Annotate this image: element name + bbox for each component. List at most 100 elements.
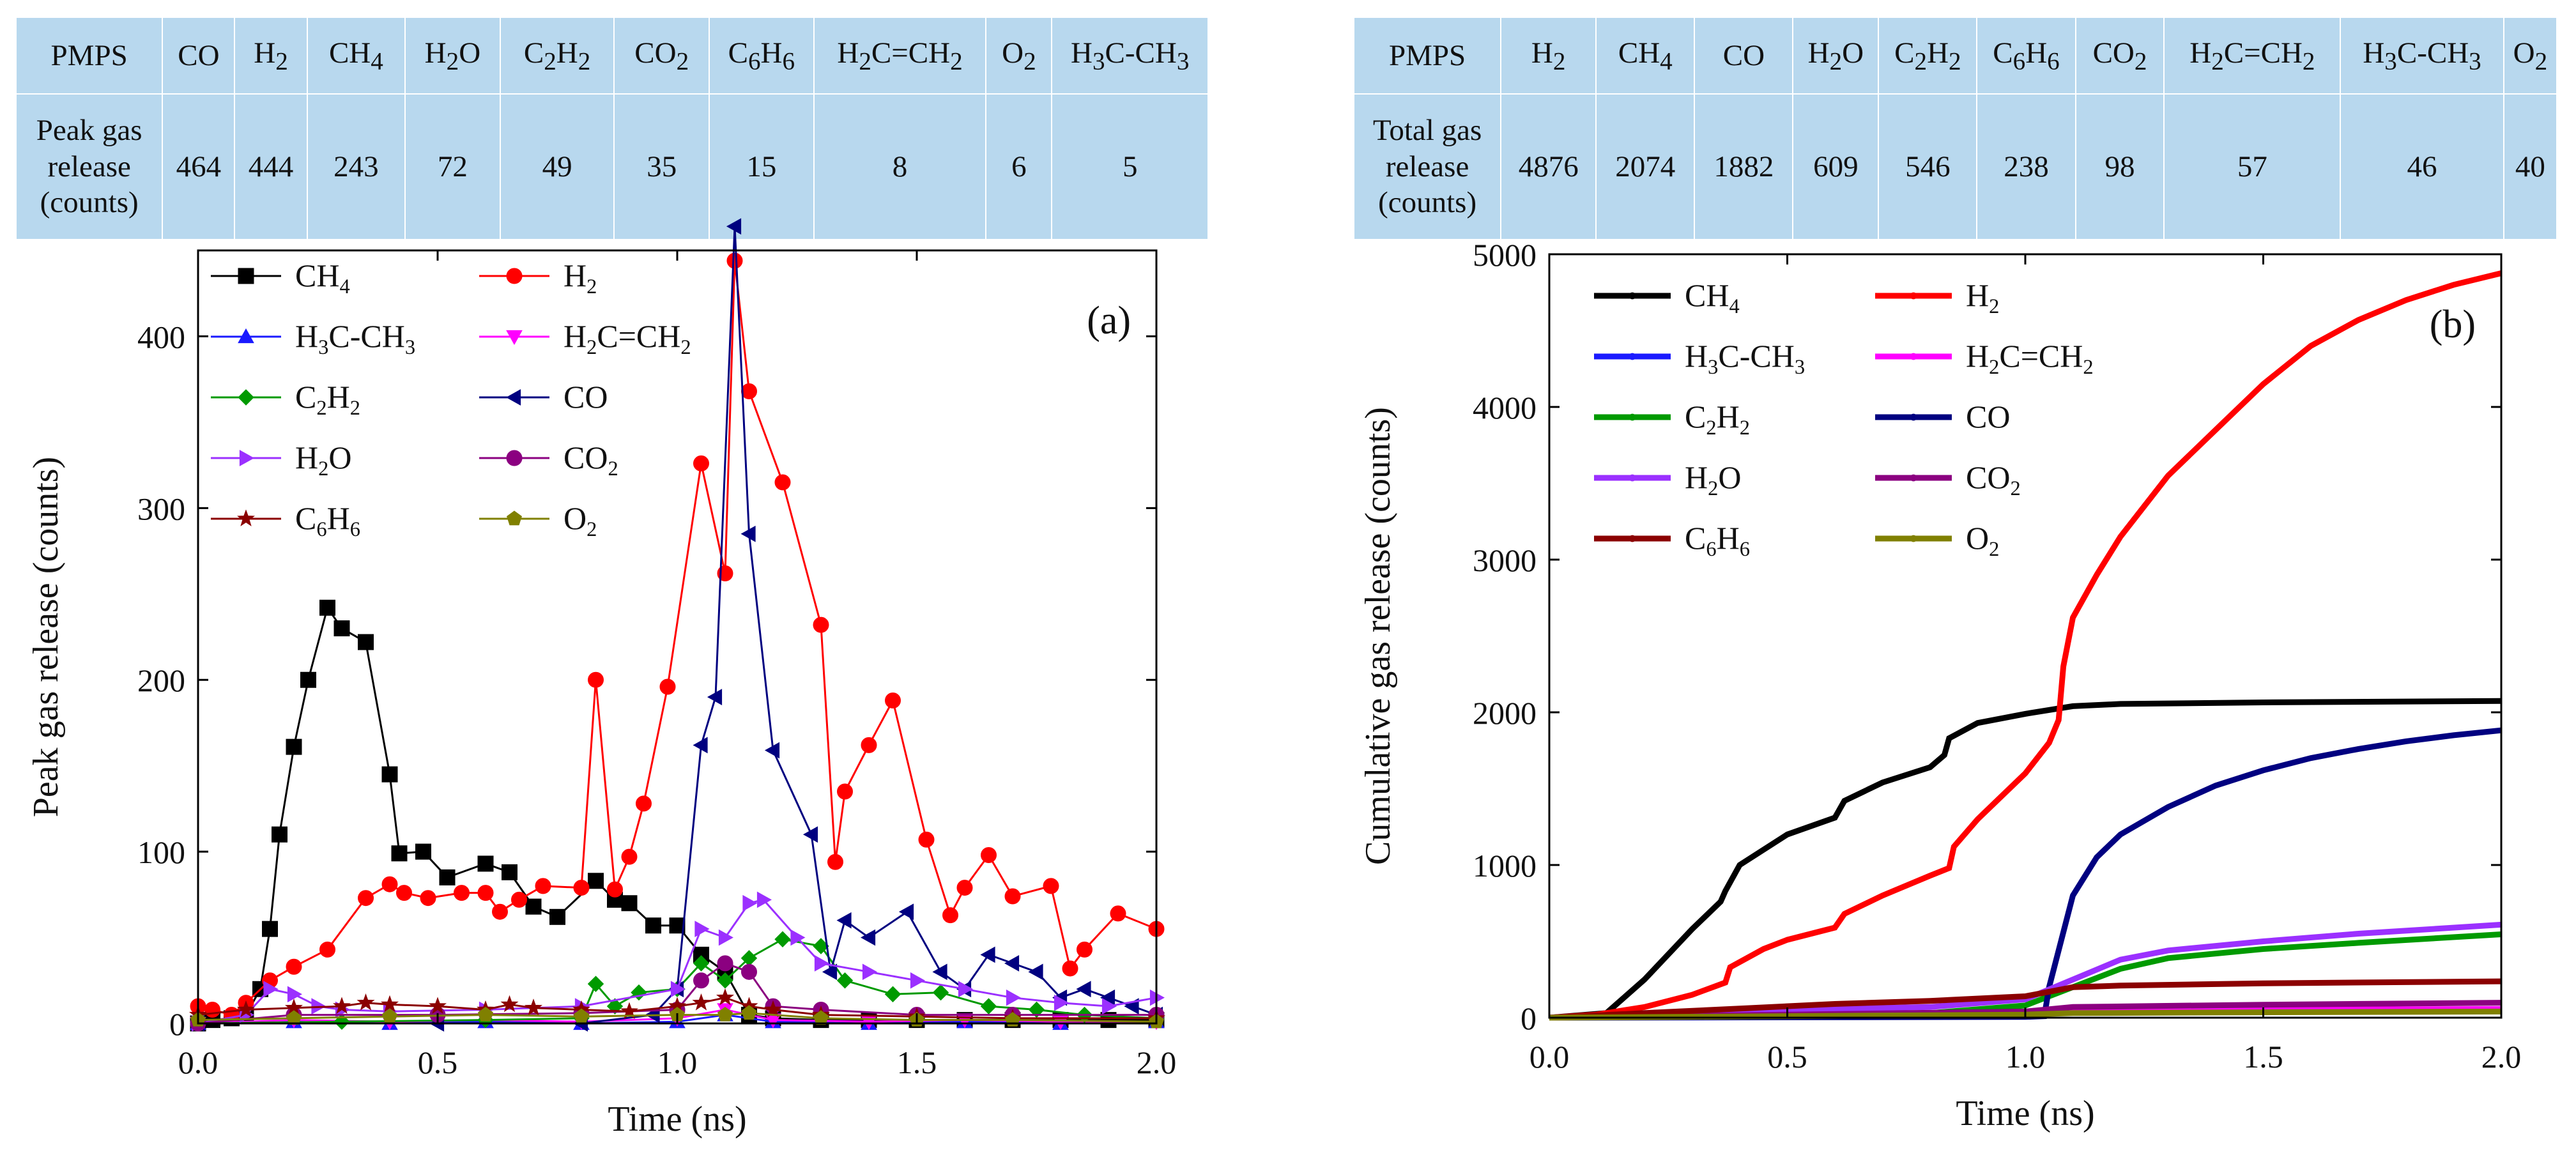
data-point [535, 878, 551, 894]
legend: CH4​ H2​ H3​C-CH3​ H2​C=CH2​ C2​H2​ CO H2​O CO2… [1594, 277, 2094, 561]
data-point [756, 891, 772, 908]
data-point [381, 766, 398, 783]
data-point [910, 972, 926, 989]
legend-marker [1629, 353, 1636, 360]
legend-label: H3​C-CH3​ [1685, 338, 1805, 379]
legend: CH4​ H2​ H3​C-CH3​ H2​C=CH2​ C2​H2​ CO H2​O CO2… [211, 257, 691, 541]
table-cell: 4876 [1500, 93, 1597, 240]
data-point [607, 881, 623, 898]
data-point [332, 997, 351, 1014]
series-CH4 [1549, 698, 2502, 1021]
table-row-label: Peak gas release (counts) [15, 93, 164, 240]
data-point [837, 783, 853, 800]
table-cell: 35 [613, 93, 710, 240]
data-point [1054, 994, 1070, 1011]
table-value-row: Peak gas release (counts) 464 444 243 72… [15, 93, 1209, 240]
table-cell: 546 [1878, 93, 1978, 240]
data-point [300, 671, 316, 688]
series-line [1549, 978, 2502, 1021]
data-point [573, 880, 590, 896]
legend-label: C2​H2​ [295, 379, 360, 420]
series-CO [1549, 727, 2502, 1021]
data-point [774, 474, 791, 491]
table-header-cell: CO2 [613, 17, 710, 95]
legend-label: H2​O [295, 440, 351, 480]
table-header-cell: C6H6 [1976, 17, 2076, 95]
data-point [645, 917, 661, 934]
data-point [836, 972, 854, 989]
data-point [262, 921, 278, 937]
data-point [525, 898, 542, 915]
table-header-cell: C2H2 [499, 17, 615, 95]
data-point [286, 958, 302, 975]
cumulative-gas-chart: 0.0 0.5 1.0 1.5 2.0 0 1000 2000 3000 4000 5000 Time… [1358, 237, 2521, 1133]
data-point [741, 963, 757, 980]
table-cell: 5 [1051, 93, 1209, 240]
data-point [477, 885, 494, 901]
table-cell: 8 [813, 93, 987, 240]
data-point [669, 917, 686, 934]
data-point [694, 921, 710, 937]
legend-marker [506, 268, 523, 284]
data-point [741, 1005, 757, 1020]
data-point [319, 941, 335, 958]
panel-label: (a) [1087, 299, 1131, 342]
table-header-cell: CO [1694, 17, 1794, 95]
data-point [884, 986, 901, 1002]
table-header-cell: H2C=CH2 [813, 17, 987, 95]
y-tick-label: 300 [137, 491, 185, 526]
table-header-cell: CO [162, 17, 236, 95]
legend-label: CO [1966, 399, 2010, 434]
data-point [862, 963, 878, 981]
legend-item: C6​H6​ [211, 500, 360, 541]
data-point [981, 846, 997, 863]
data-point [918, 831, 935, 848]
series-H2 [190, 252, 1165, 1023]
legend-item: O2​ [1875, 520, 1999, 561]
table-header-cell: H2O [404, 17, 501, 95]
data-point [381, 876, 398, 892]
series-line [1549, 727, 2502, 1021]
data-point [334, 620, 350, 637]
y-tick-label: 4000 [1473, 390, 1537, 425]
data-point [621, 848, 638, 865]
data-point [1004, 888, 1021, 905]
table-header-cell: H2C=CH2 [2163, 17, 2342, 95]
x-tick-label: 1.0 [657, 1045, 698, 1080]
legend-item: CO [1875, 399, 2010, 434]
table-header-cell: PMPS [15, 17, 164, 95]
x-tick-label: 1.0 [2005, 1039, 2046, 1075]
table-header-cell: H2 [234, 17, 308, 95]
data-point [511, 891, 527, 908]
series-O2 [1549, 1008, 2502, 1021]
data-point [802, 826, 818, 843]
data-point [726, 252, 743, 269]
data-point [1004, 955, 1020, 972]
data-point [204, 1001, 220, 1018]
table-cell: 57 [2163, 93, 2342, 240]
legend-marker [1629, 535, 1636, 542]
data-point [358, 634, 374, 650]
panel-label: (b) [2430, 303, 2476, 346]
legend-marker [238, 328, 254, 344]
legend-marker [507, 510, 522, 526]
legend-label: C6​H6​ [295, 500, 360, 541]
data-point [717, 955, 733, 972]
data-point [860, 929, 876, 946]
data-point [716, 988, 735, 1006]
data-point [1101, 998, 1117, 1014]
legend-marker [238, 389, 254, 406]
legend-item: O2​ [479, 500, 597, 541]
legend-item: CO2​ [479, 440, 618, 480]
legend-item: C2​H2​ [1594, 399, 1750, 440]
legend-marker [239, 450, 255, 466]
legend-marker [1629, 413, 1636, 421]
data-point [693, 737, 708, 754]
legend-marker [506, 330, 523, 346]
legend-marker [506, 450, 523, 466]
table-cell: 444 [234, 93, 308, 240]
legend-label: CO2​ [1966, 459, 2021, 500]
table-value-row: Total gas release (counts) 4876 2074 188… [1353, 93, 2558, 240]
data-point [549, 908, 565, 925]
data-point [836, 912, 852, 929]
